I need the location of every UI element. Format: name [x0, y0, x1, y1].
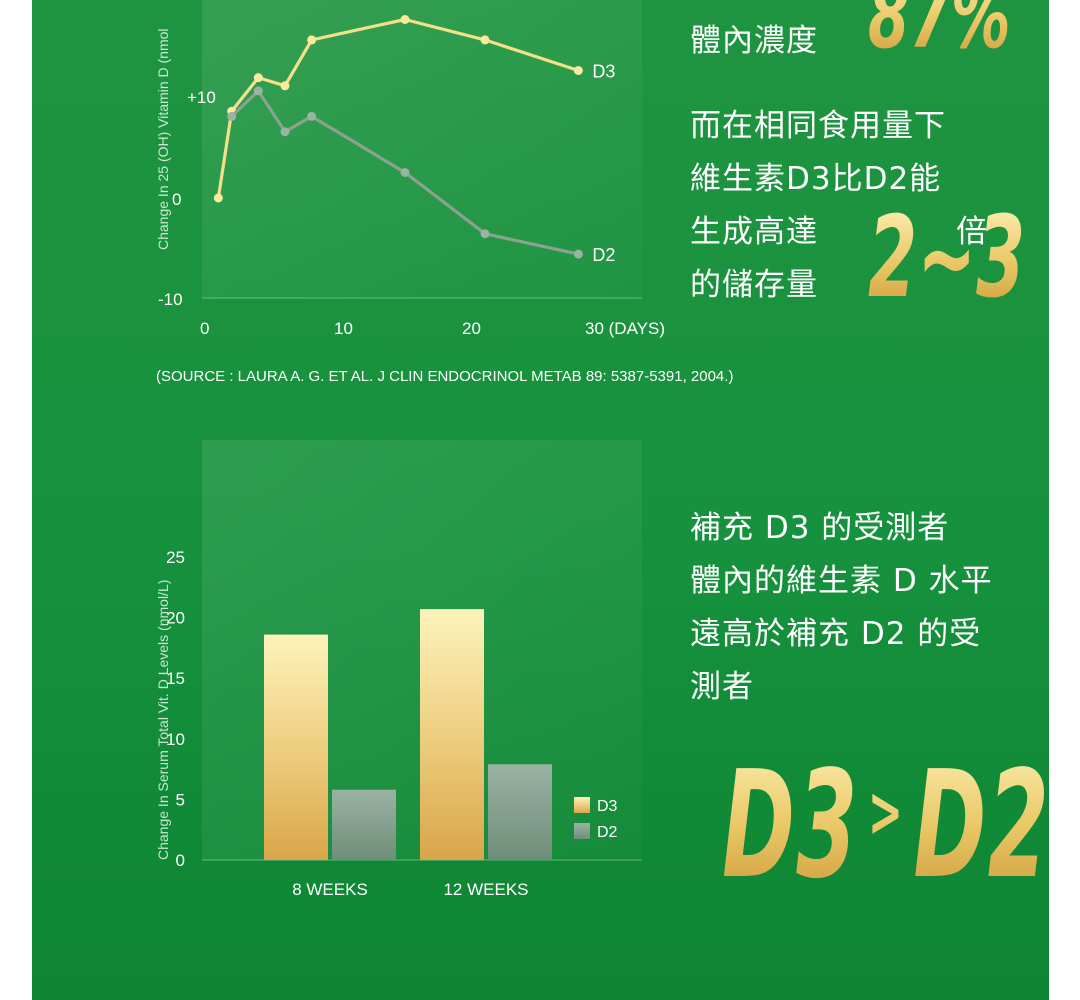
bar-chart-marks: 8 WEEKS 12 WEEKS — [264, 609, 552, 899]
y-tick-plus10: +10 — [187, 88, 216, 107]
copy-block-2-suffix: 倍 — [956, 214, 988, 250]
bar-x-label-8-weeks: 8 WEEKS — [292, 880, 368, 899]
copy-block-3-line-1: 補充 D3 的受測者 — [690, 510, 950, 546]
bar-y-tick-20: 20 — [166, 609, 185, 628]
line-chart-marks: D3 D2 — [213, 15, 615, 265]
bar-y-tick-15: 15 — [166, 669, 185, 688]
bar-y-tick-25: 25 — [166, 548, 185, 567]
legend-label-d3: D3 — [597, 798, 618, 815]
bar-d3-12-weeks — [420, 609, 484, 860]
x-tick-30-days: 30 (DAYS) — [585, 319, 665, 338]
line-chart-y-title: Change In 25 (OH) Vitamin D (nmol — [155, 29, 171, 251]
line-chart-plot-area — [202, 0, 642, 298]
chart-source-note: (SOURCE : LAURA A. G. ET AL. J CLIN ENDO… — [156, 368, 733, 385]
hero-d3: D3 — [722, 739, 859, 911]
y-tick-0: 0 — [172, 190, 181, 209]
point-d2-3 — [307, 111, 317, 121]
bar-d3-8-weeks — [264, 634, 328, 860]
point-d2-2 — [280, 127, 290, 137]
bar-chart-y-ticks: 0 5 10 15 20 25 — [166, 548, 185, 870]
copy-block-2-line-2: 維生素D3比D2能 — [690, 161, 942, 197]
legend-swatch-d3 — [574, 797, 590, 813]
bar-chart: Change In Serum Total Vit. D Levels (nmo… — [155, 440, 642, 899]
bar-chart-y-title: Change In Serum Total Vit. D Levels (nmo… — [155, 580, 171, 860]
legend-label-d2: D2 — [597, 824, 618, 841]
copy-block-3: 補充 D3 的受測者 體內的維生素 D 水平 遠高於補充 D2 的受 測者 — [690, 502, 993, 714]
copy-block-1-text: 體內濃度 — [690, 23, 818, 59]
line-series-d3 — [216, 17, 580, 200]
point-d3-3 — [280, 81, 290, 91]
hero-d3-greater-d2: D3 >D2 — [722, 732, 1049, 905]
bar-d2-12-weeks — [488, 764, 552, 860]
bar-d2-8-weeks — [332, 789, 396, 860]
highlight-2-3-times: 2~3 — [868, 193, 1026, 323]
line-chart: Change In 25 (OH) Vitamin D (nmol +10 0 … — [155, 0, 733, 385]
x-tick-10: 10 — [334, 319, 353, 338]
infographic-panel: Change In 25 (OH) Vitamin D (nmol +10 0 … — [32, 0, 1049, 1000]
series-label-d3: D3 — [592, 62, 615, 82]
bar-x-label-12-weeks: 12 WEEKS — [443, 880, 528, 899]
hero-greater-than: > — [868, 771, 905, 853]
point-d2-5 — [480, 229, 490, 239]
copy-block-2-line-1: 而在相同食用量下 — [690, 108, 946, 144]
point-d3-5 — [400, 15, 410, 24]
point-d3-0 — [213, 193, 223, 203]
x-tick-20: 20 — [462, 319, 481, 338]
point-d2-1 — [253, 86, 263, 96]
copy-block-2-line-3: 生成高達 — [690, 214, 818, 250]
copy-block-2: 而在相同食用量下 維生素D3比D2能 生成高達 的儲存量 — [690, 100, 946, 312]
copy-block-3-line-4: 測者 — [690, 669, 754, 705]
point-d2-6 — [573, 249, 583, 259]
copy-block-1-line: 體內濃度 — [690, 15, 818, 68]
point-d3-7 — [573, 66, 583, 75]
bar-y-tick-5: 5 — [176, 790, 185, 809]
x-tick-0: 0 — [200, 319, 209, 338]
point-d2-4 — [400, 168, 410, 177]
point-d3-6 — [480, 35, 490, 45]
point-d3-2 — [253, 73, 263, 83]
copy-block-3-line-2: 體內的維生素 D 水平 — [690, 563, 993, 599]
point-d3-4 — [307, 35, 317, 45]
copy-block-3-line-3: 遠高於補充 D2 的受 — [690, 616, 982, 652]
y-tick-minus10: -10 — [158, 290, 183, 309]
copy-block-2-line-4: 的儲存量 — [690, 267, 818, 303]
highlight-87-percent: 87% — [868, 0, 1011, 66]
bar-y-tick-0: 0 — [176, 851, 185, 870]
legend-swatch-d2 — [574, 823, 590, 839]
hero-d2: D2 — [913, 739, 1049, 911]
point-d2-0 — [227, 111, 237, 121]
bar-y-tick-10: 10 — [166, 730, 185, 749]
series-label-d2: D2 — [592, 245, 615, 265]
